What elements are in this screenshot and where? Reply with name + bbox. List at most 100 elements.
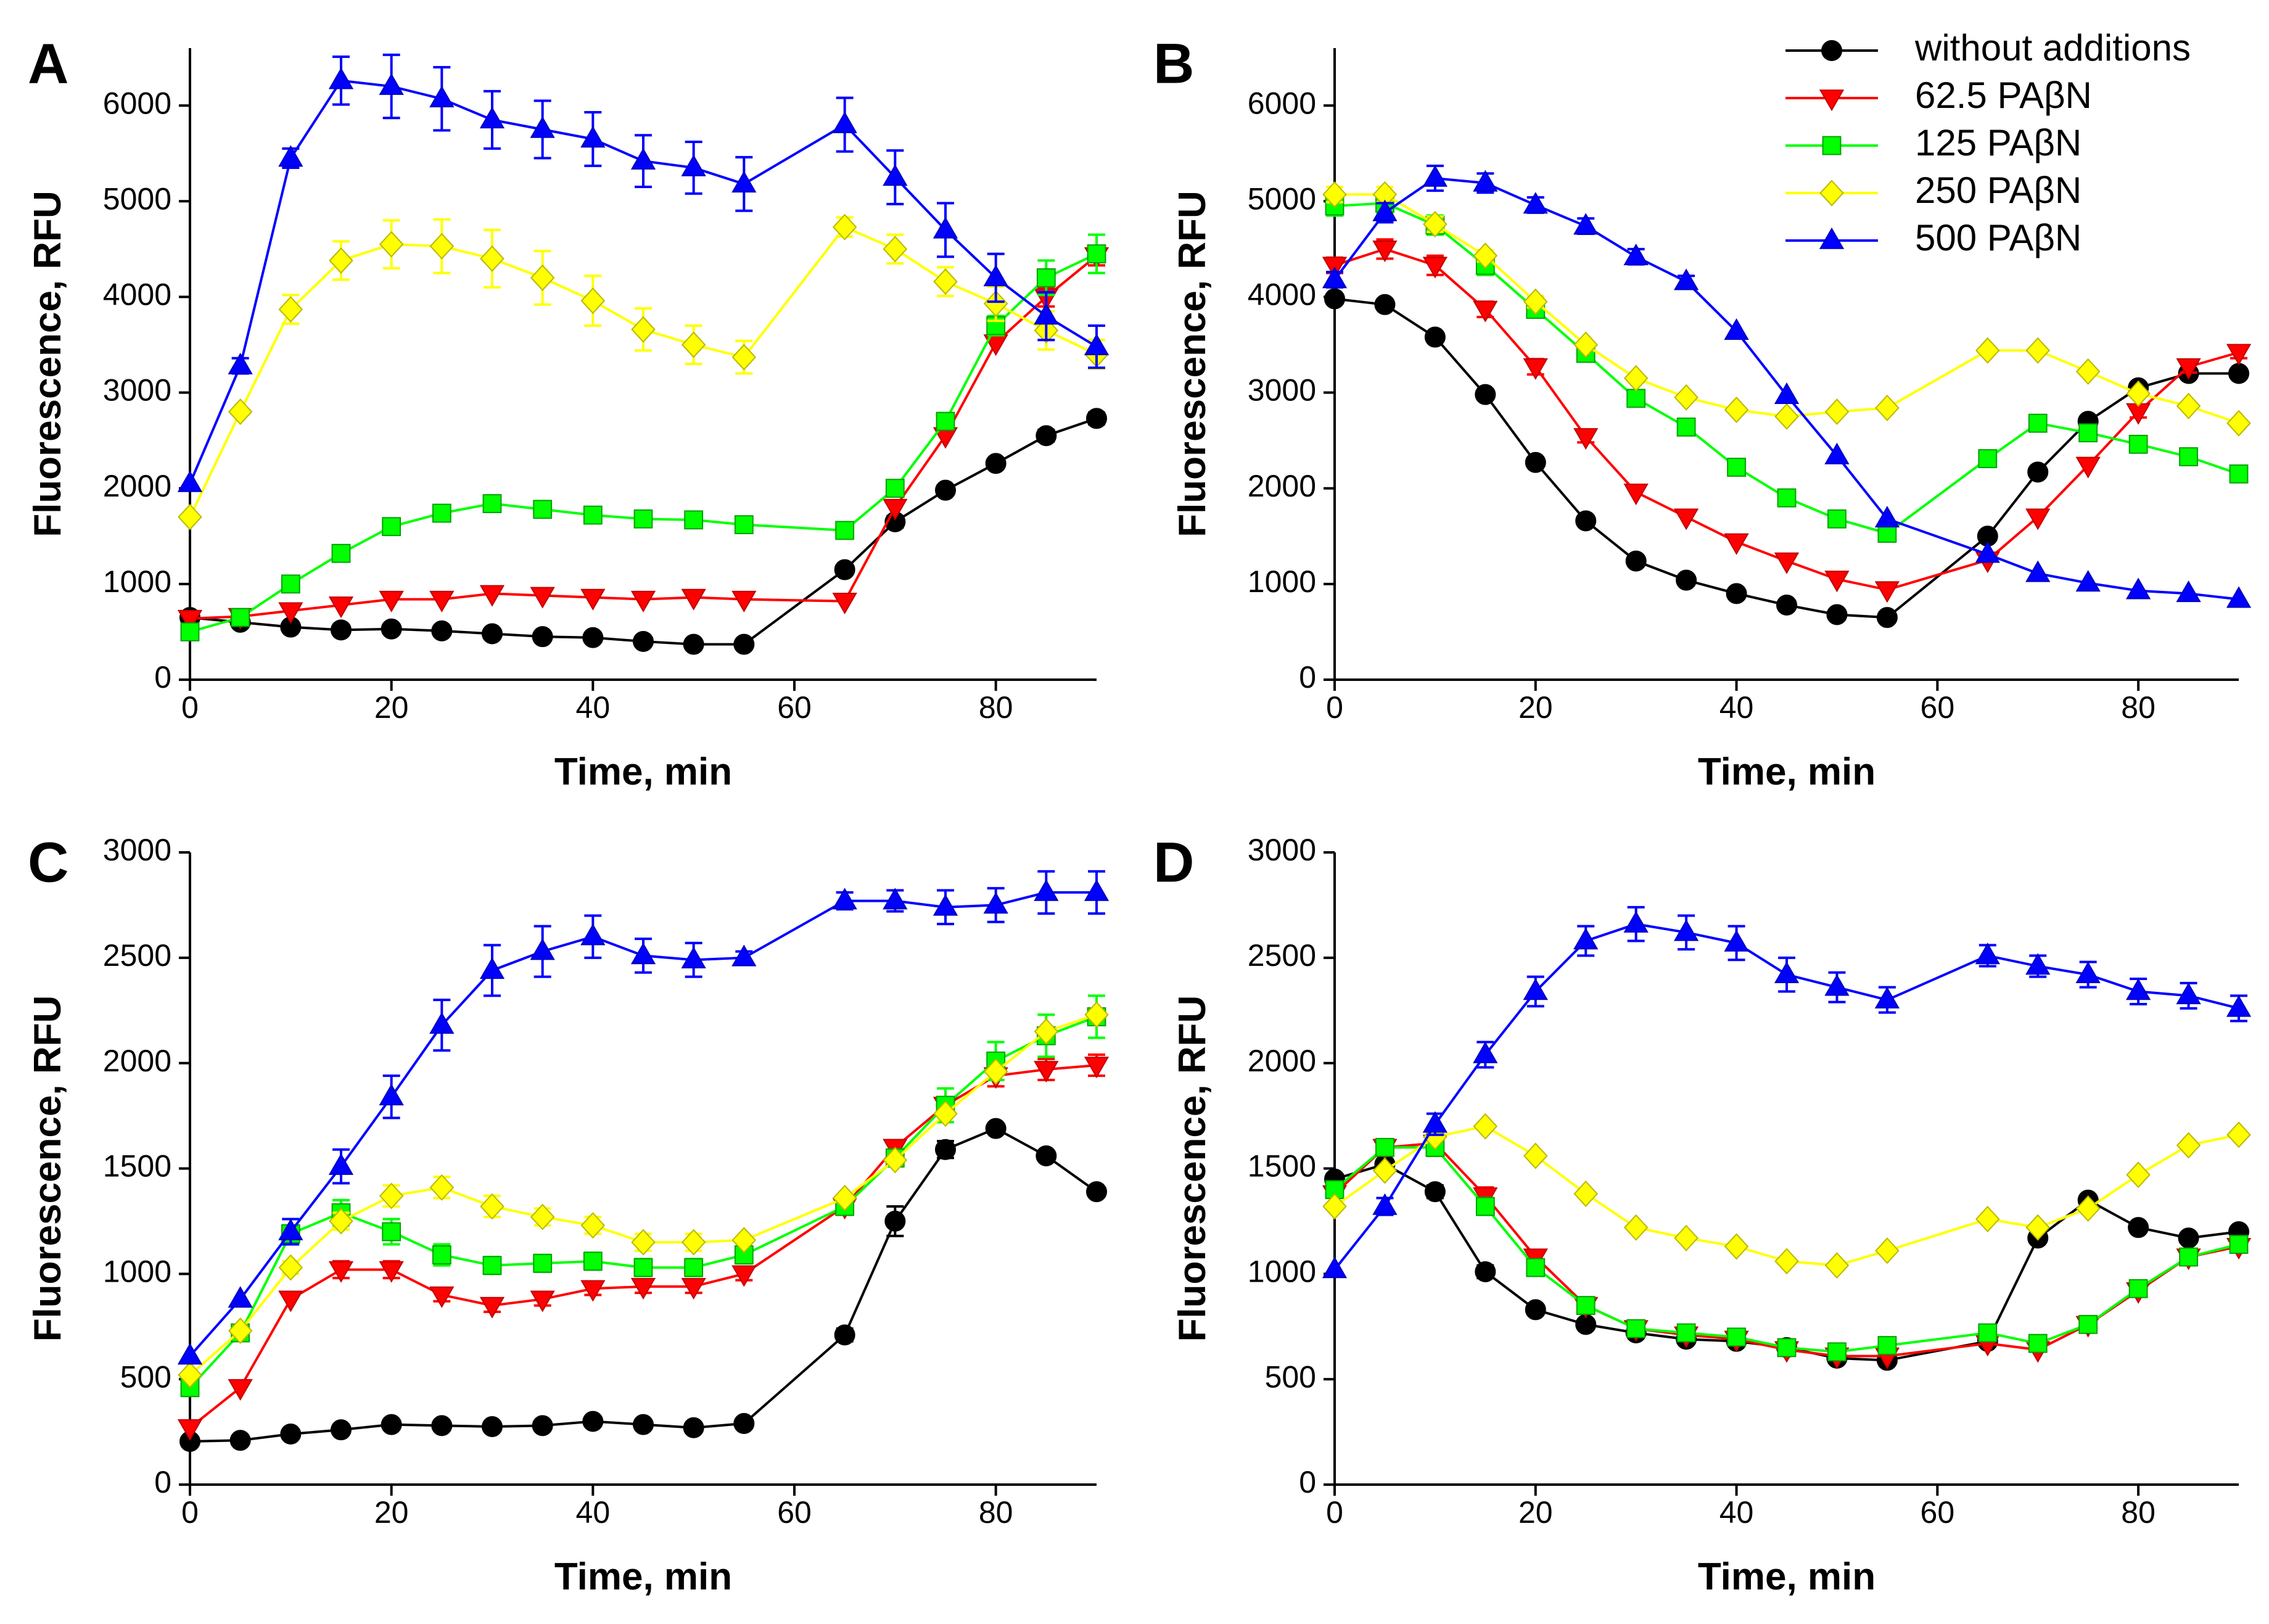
panel-b-data-point: [1874, 581, 1900, 603]
panel-d-data-point: [1525, 1299, 1546, 1321]
panel-b-data-point: [2126, 380, 2151, 407]
panel-a-data-point: [228, 352, 253, 374]
panel-a-data-point: [633, 509, 653, 529]
panel-c-data-point: [733, 1412, 755, 1434]
panel-a-data-point: [1034, 303, 1059, 325]
panel-a-data-point: [328, 67, 354, 89]
panel-b-data-point: [1322, 266, 1348, 289]
panel-d-data-point: [2128, 1279, 2148, 1298]
panel-c-data-point: [731, 1227, 757, 1254]
panel-d-series-3: [1325, 1137, 2249, 1362]
panel-a-series-1: [179, 408, 1107, 655]
panel-a-data-point: [832, 592, 857, 614]
panel-c-data-point: [583, 1251, 603, 1271]
panel-a-data-point: [479, 107, 505, 129]
panel-a: A 0 1000 2000 3000 4000 5000 6000 0 20 40 60 80 Time,…: [27, 32, 1110, 793]
panel-c-y-tick-label: 2000: [103, 1044, 171, 1078]
panel-c-data-point: [381, 1414, 402, 1435]
panel-b-data-point: [1473, 300, 1498, 323]
panel-b-data-point: [1875, 394, 1900, 421]
panel-a-y-tick-label: 2000: [103, 469, 171, 503]
panel-b-data-point: [2025, 337, 2050, 364]
panel-c-data-point: [479, 1296, 505, 1319]
panel-c-data-point: [1036, 1145, 1057, 1166]
panel-a-data-point: [379, 231, 404, 258]
panel-a-data-point: [381, 618, 402, 640]
panel-b-data-point: [1676, 569, 1697, 591]
panel-a-data-point: [331, 543, 351, 563]
panel-b-y-tick-label: 4000: [1248, 278, 1316, 312]
panel-a-data-point: [583, 505, 603, 525]
panel-b-data-point: [1374, 294, 1396, 315]
panel-b-data-point: [1776, 594, 1797, 616]
panel-d-y-tick-label: 3000: [1248, 833, 1316, 867]
legend-label: 125 PAβN: [1915, 122, 2082, 163]
panel-b-data-point: [1824, 398, 1850, 426]
panel-b-data-point: [1523, 192, 1548, 214]
legend-marker: [1822, 136, 1842, 155]
panel-c-data-point: [630, 1278, 656, 1300]
panel-c-data-point: [1086, 1181, 1107, 1203]
panel-c-data-point: [633, 1414, 654, 1435]
panel-c-data-point: [731, 1265, 757, 1287]
panel-a-data-point: [278, 296, 303, 323]
panel-a-data-point: [431, 620, 453, 641]
panel-c-data-point: [684, 1258, 704, 1277]
panel-b-data-point: [1674, 384, 1699, 411]
panel-b-data-point: [2075, 570, 2101, 592]
panel-c-data-point: [631, 1229, 656, 1256]
panel-d-y-tick-label: 1500: [1248, 1149, 1316, 1184]
panel-c-data-point: [228, 1379, 253, 1401]
panel-c-series-line: [189, 891, 1097, 1357]
panel-b-data-point: [1575, 510, 1597, 532]
panel-c-data-point: [681, 1278, 706, 1300]
panel-c-data-point: [933, 1100, 958, 1127]
panel-b-data-point: [1824, 571, 1850, 593]
panel-b-data-point: [1626, 389, 1646, 408]
panel-b-data-point: [2179, 447, 2198, 466]
panel-a-data-point: [480, 245, 504, 272]
panel-d-data-point: [1475, 1197, 1495, 1216]
panel-b-data-point: [1372, 241, 1398, 263]
panel-b-data-point: [1774, 403, 1799, 430]
panel-c-data-point: [633, 1258, 653, 1277]
panel-b-data-point: [1676, 418, 1696, 437]
panel-d-data-point: [1576, 1296, 1596, 1315]
panel-b-series-1: [1324, 288, 2249, 629]
panel-a-data-point: [933, 216, 958, 239]
panel-d-series-5: [1322, 905, 2252, 1279]
panel-d-data-point: [1877, 1336, 1897, 1355]
panel-a-data-point: [533, 500, 553, 519]
panel-b-data-point: [1774, 382, 1800, 404]
panel-a-data-point: [530, 116, 555, 138]
panel-b-data-point: [1774, 552, 1800, 574]
panel-a-data-point: [482, 623, 503, 645]
panel-a-y-tick-label: 4000: [103, 278, 171, 312]
panel-a-data-point: [883, 164, 908, 186]
panel-d-data-point: [1727, 1327, 1746, 1347]
panel-b-x-tick-label: 0: [1326, 690, 1343, 725]
panel-a-data-point: [683, 633, 704, 655]
legend-label: 500 PAβN: [1915, 217, 2082, 258]
panel-d-data-point: [1623, 910, 1649, 933]
panel-d-data-point: [1375, 1137, 1394, 1157]
legend-item: 500 PAβN: [1785, 217, 2082, 258]
panel-c-data-point: [983, 892, 1008, 914]
panel-c-data-point: [328, 1261, 354, 1283]
panel-b-data-point: [1372, 199, 1398, 221]
panel-b-x-axis-title: Time, min: [1698, 751, 1876, 793]
panel-a-y-tick-label: 1000: [103, 564, 171, 599]
panel-a-data-point: [580, 287, 606, 315]
panel-c-x-tick-label: 0: [181, 1495, 199, 1530]
panel-d-data-point: [1473, 1041, 1498, 1063]
panel-b-letter: B: [1153, 32, 1194, 95]
panel-d-data-point: [1322, 1193, 1347, 1220]
panel-c-data-point: [379, 1084, 404, 1106]
panel-a-data-point: [681, 154, 706, 176]
legend-label: without additions: [1914, 27, 2191, 68]
panel-b-data-point: [2028, 413, 2048, 433]
panel-a-data-point: [1086, 408, 1107, 429]
panel-b-data-point: [1422, 257, 1448, 279]
panel-d-data-point: [1372, 1157, 1398, 1184]
panel-c-y-tick-label: 0: [154, 1465, 171, 1499]
